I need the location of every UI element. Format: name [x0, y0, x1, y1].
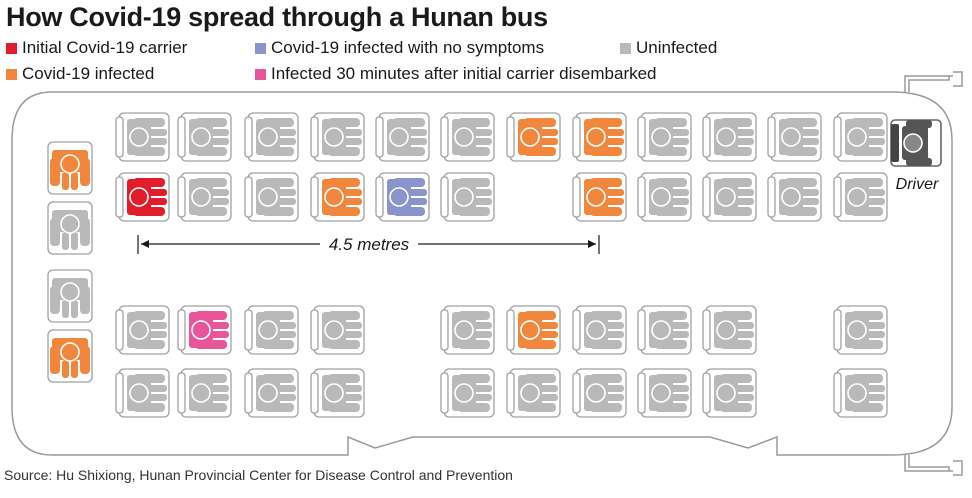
legend-infected: Covid-19 infected — [6, 64, 154, 84]
legend-swatch-infected — [6, 69, 17, 80]
seat-lower-window-4 — [310, 368, 365, 418]
seat-upper-window-11 — [767, 112, 822, 162]
driver-label: Driver — [896, 176, 939, 193]
seat-upper-window-5 — [375, 112, 430, 162]
legend-swatch-late — [255, 69, 266, 80]
seat-lower-window-1 — [115, 368, 170, 418]
seat-upper-window-12 — [833, 112, 888, 162]
legend-swatch-asymptomatic — [255, 43, 266, 54]
bus-outline — [11, 91, 953, 456]
seat-upper-aisle-10 — [767, 172, 822, 222]
seat-upper-aisle-3 — [244, 172, 299, 222]
seat-upper-window-2 — [177, 112, 232, 162]
source-note: Source: Hu Shixiong, Hunan Provincial Ce… — [4, 467, 513, 483]
legend-late-infected: Infected 30 minutes after initial carrie… — [255, 64, 657, 84]
legend-label: Uninfected — [636, 38, 718, 57]
seat-upper-window-4 — [310, 112, 365, 162]
seat-upper-window-10 — [702, 112, 757, 162]
distance-arrow-left — [141, 240, 149, 248]
seat-lower-aisle-1 — [115, 305, 170, 355]
seat-upper-aisle-2 — [177, 172, 232, 222]
seat-lower-aisle-6 — [506, 305, 561, 355]
seat-upper-window-1 — [115, 112, 170, 162]
seat-lower-window-8 — [637, 368, 692, 418]
seat-lower-window-7 — [572, 368, 627, 418]
legend-swatch-uninfected — [620, 43, 631, 54]
seat-lower-aisle-4 — [310, 305, 365, 355]
seat-upper-window-3 — [244, 112, 299, 162]
mirror-top — [904, 71, 963, 92]
seat-lower-aisle-3 — [244, 305, 299, 355]
seat-lower-window-3 — [244, 368, 299, 418]
seat-upper-aisle-11 — [833, 172, 888, 222]
seat-upper-aisle-5 — [375, 172, 430, 222]
legend-label: Initial Covid-19 carrier — [22, 38, 188, 57]
distance-marker: 4.5 metres — [137, 235, 600, 254]
seat-lower-window-6 — [506, 368, 561, 418]
seat-upper-aisle-9 — [702, 172, 757, 222]
seat-lower-window-2 — [177, 368, 232, 418]
seat-upper-aisle-1 — [115, 172, 170, 222]
mirror-bottom — [904, 455, 963, 476]
seat-upper-window-8 — [572, 112, 627, 162]
seat-lower-window-5 — [440, 368, 495, 418]
seat-rear-3 — [47, 269, 93, 323]
seat-upper-window-6 — [440, 112, 495, 162]
seat-lower-aisle-9 — [702, 305, 757, 355]
legend-asymptomatic: Covid-19 infected with no symptoms — [255, 38, 544, 58]
seat-lower-window-10 — [833, 368, 888, 418]
seat-upper-aisle-7 — [572, 172, 627, 222]
seat-rear-4 — [47, 329, 93, 383]
driver-seat — [890, 119, 942, 167]
legend-label: Infected 30 minutes after initial carrie… — [271, 64, 657, 83]
seat-upper-aisle-4 — [310, 172, 365, 222]
seat-lower-aisle-5 — [440, 305, 495, 355]
distance-arrow-right — [588, 240, 596, 248]
seat-rear-2 — [47, 201, 93, 255]
seat-lower-aisle-8 — [637, 305, 692, 355]
seat-lower-aisle-2 — [177, 305, 232, 355]
seat-upper-window-9 — [637, 112, 692, 162]
seat-lower-aisle-7 — [572, 305, 627, 355]
legend-initial-carrier: Initial Covid-19 carrier — [6, 38, 187, 58]
seat-lower-window-9 — [702, 368, 757, 418]
distance-label: 4.5 metres — [329, 235, 410, 254]
legend-label: Covid-19 infected with no symptoms — [271, 38, 545, 57]
legend-label: Covid-19 infected — [22, 64, 155, 83]
legend-swatch-carrier — [6, 43, 17, 54]
chart-title: How Covid-19 spread through a Hunan bus — [6, 2, 548, 32]
seat-rear-1 — [47, 141, 93, 195]
seat-upper-aisle-8 — [637, 172, 692, 222]
seats-layer — [47, 112, 942, 418]
seat-upper-aisle-6 — [440, 172, 495, 222]
seat-upper-window-7 — [506, 112, 561, 162]
seat-lower-aisle-10 — [833, 305, 888, 355]
legend-uninfected: Uninfected — [620, 38, 717, 58]
